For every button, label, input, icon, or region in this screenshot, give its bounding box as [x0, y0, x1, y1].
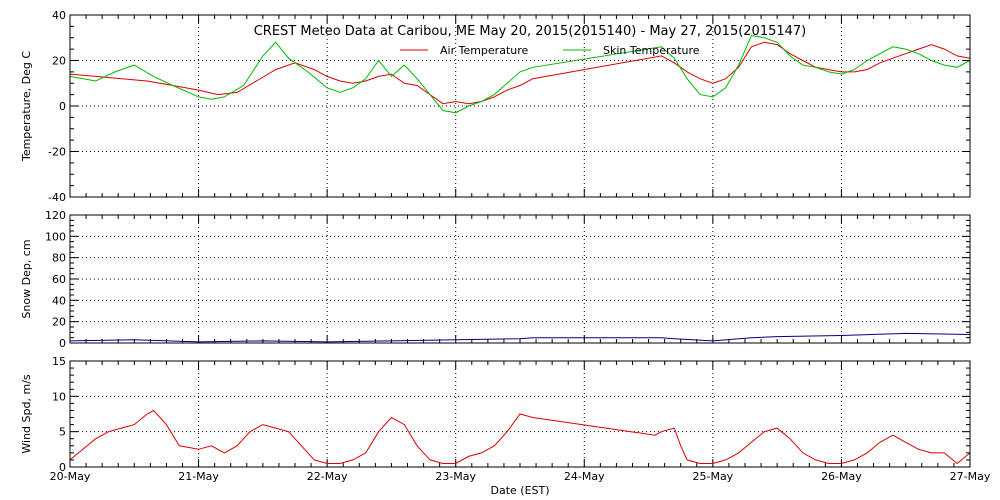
x-tick-label: 24-May — [564, 470, 605, 483]
x-tick-labels: 20-May 21-May 22-May 23-May 24-May 25-May 26-M… — [50, 470, 991, 483]
y-tick-label: 10 — [52, 390, 66, 403]
y-axis-label: Temperature, Deg C — [20, 51, 33, 162]
series-panel3-line — [69, 409, 971, 465]
y-tick-label: 0 — [59, 100, 66, 113]
panel-2: 0 20 40 60 80 100 120 Snow Dep, cm — [20, 209, 971, 350]
y-tick-label: 5 — [59, 426, 66, 439]
y-tick-label: 60 — [52, 273, 66, 286]
y-tick-label: 120 — [45, 209, 66, 222]
y-tick-label: 15 — [52, 355, 66, 368]
x-tick-label: 20-May — [50, 470, 91, 483]
legend-label: Air Temperature — [440, 44, 529, 57]
y-tick-label: 20 — [52, 55, 66, 68]
legend-label: Skin Temperature — [603, 44, 700, 57]
series-panel2-line — [69, 332, 971, 343]
plot-frame — [69, 360, 971, 468]
x-tick-label: 25-May — [692, 470, 733, 483]
series-air-temperature-line — [69, 41, 971, 105]
y-axis-label: Snow Dep, cm — [20, 239, 33, 318]
y-tick-label: -20 — [48, 146, 66, 159]
panels-group: -40 -20 0 20 40 Temperature, Deg C Air Tempera… — [20, 9, 971, 474]
x-tick-label: 23-May — [435, 470, 476, 483]
y-tick-label: -40 — [48, 191, 66, 204]
y-axis-label: Wind Spd, m/s — [20, 374, 33, 454]
legend: Air Temperature Skin Temperature — [400, 44, 700, 57]
x-tick-label: 22-May — [307, 470, 348, 483]
y-tick-label: 40 — [52, 9, 66, 22]
x-axis-label: Date (EST) — [490, 484, 549, 497]
y-tick-label: 20 — [52, 316, 66, 329]
y-tick-label: 40 — [52, 294, 66, 307]
x-tick-label: 26-May — [821, 470, 862, 483]
x-tick-label: 27-May — [950, 470, 991, 483]
y-tick-label: 80 — [52, 252, 66, 265]
panel-1: -40 -20 0 20 40 Temperature, Deg C Air Tempera… — [20, 9, 971, 204]
y-tick-label: 100 — [45, 230, 66, 243]
plot-frame — [69, 14, 971, 198]
y-tick-label: 0 — [59, 461, 66, 474]
plot-frame — [69, 214, 971, 344]
chart-title: CREST Meteo Data at Caribou, ME May 20, … — [254, 24, 807, 39]
series-skin-temperature-line — [69, 34, 971, 114]
panel-3: 0 5 10 15 Wind Spd, m/s — [20, 355, 971, 474]
x-tick-label: 21-May — [178, 470, 219, 483]
y-tick-label: 0 — [59, 337, 66, 350]
